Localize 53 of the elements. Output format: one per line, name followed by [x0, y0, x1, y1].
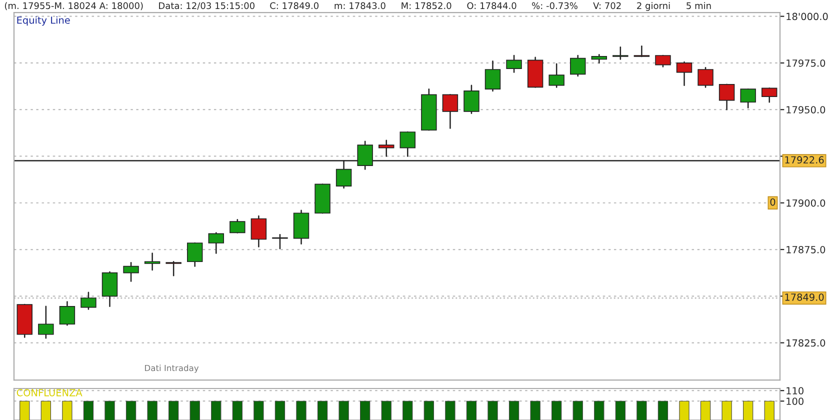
y-tick-label: 17825.0: [786, 339, 826, 347]
candlestick: [186, 242, 203, 267]
candlestick: [123, 262, 139, 282]
text: m: 17843.0: [334, 2, 386, 10]
candlestick: [378, 140, 394, 157]
y-tick-label: 17900.0: [786, 199, 826, 207]
candlestick: [59, 301, 76, 326]
y-tick-label: 17950.0: [786, 106, 826, 114]
candlestick: [442, 94, 458, 129]
candlestick: [230, 219, 246, 234]
candlestick: [38, 306, 54, 339]
text: (m. 17955-M. 18024 A: 18000): [4, 2, 143, 10]
candlestick: [102, 271, 118, 308]
y-tick-label: 17875.0: [786, 246, 826, 254]
annotation: 0: [770, 198, 776, 206]
candlestick: [655, 54, 671, 68]
text: O: 17844.0: [467, 2, 516, 10]
candlestick: [250, 215, 267, 248]
y-tick-label: 18'000.0: [786, 12, 828, 20]
text: 5 min: [686, 2, 711, 10]
candlestick: [612, 46, 628, 60]
chart-title: Equity Line: [17, 16, 70, 26]
text: C: 17849.0: [270, 2, 319, 10]
candlestick: [464, 84, 480, 114]
chart-title: CONFLUENZA: [16, 388, 82, 396]
text: 2 giorni: [637, 2, 670, 11]
text: M: 17852.0: [402, 2, 452, 10]
y-tick-label: 100: [786, 398, 804, 405]
ref-line-label: 17922.6: [785, 156, 824, 164]
y-tick-label: 17975.0: [786, 59, 826, 67]
text: V: 702: [593, 2, 621, 10]
candlestick: [740, 88, 756, 108]
candlestick: [400, 131, 416, 157]
text: Data: 12/03 15:15:00: [159, 2, 254, 10]
candlestick: [548, 63, 564, 88]
candlestick: [357, 140, 373, 170]
candlestick: [166, 261, 182, 276]
y-tick-label: 110: [786, 387, 804, 394]
text: Dati Intraday: [145, 364, 199, 373]
candlestick: [676, 61, 692, 86]
candlestick: [80, 292, 96, 310]
text: %: -0.73%: [532, 2, 578, 10]
candlestick: [208, 232, 224, 254]
candlestick: [570, 54, 586, 77]
candlestick: [336, 160, 352, 189]
candlestick: [144, 252, 160, 271]
candlestick: [698, 67, 714, 88]
candlestick: [634, 46, 650, 58]
candlestick: [506, 54, 522, 73]
candlestick: [761, 88, 778, 103]
ref-line-label: 17849.0: [785, 293, 824, 301]
candlestick: [718, 84, 735, 110]
candlestick: [484, 60, 501, 92]
